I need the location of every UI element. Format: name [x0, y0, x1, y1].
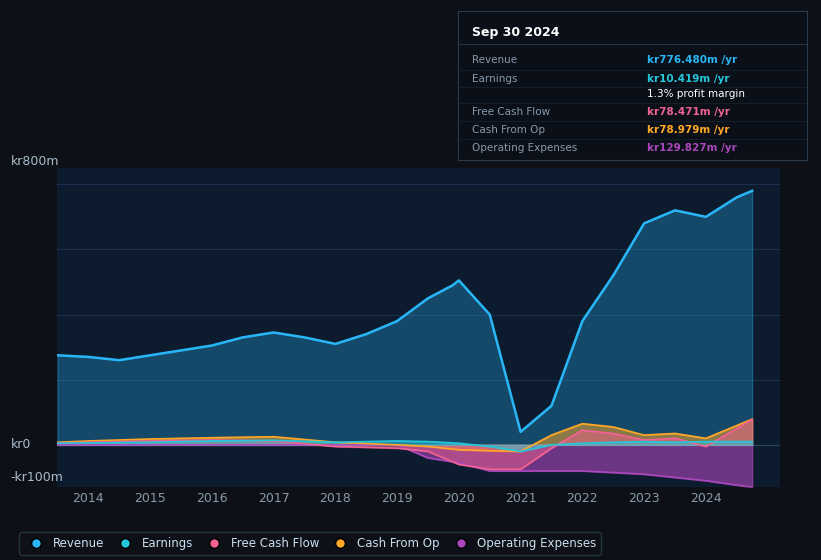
Text: 1.3% profit margin: 1.3% profit margin: [647, 89, 745, 99]
Text: kr10.419m /yr: kr10.419m /yr: [647, 74, 729, 85]
Text: Revenue: Revenue: [472, 55, 517, 65]
Text: -kr100m: -kr100m: [11, 471, 63, 484]
Text: kr129.827m /yr: kr129.827m /yr: [647, 143, 736, 153]
Text: kr776.480m /yr: kr776.480m /yr: [647, 55, 736, 65]
Text: Cash From Op: Cash From Op: [472, 125, 545, 135]
Text: Sep 30 2024: Sep 30 2024: [472, 26, 560, 39]
Text: kr78.979m /yr: kr78.979m /yr: [647, 125, 729, 135]
Text: kr78.471m /yr: kr78.471m /yr: [647, 107, 729, 117]
Text: Operating Expenses: Operating Expenses: [472, 143, 577, 153]
Text: Free Cash Flow: Free Cash Flow: [472, 107, 550, 117]
Text: kr800m: kr800m: [11, 155, 59, 168]
Text: Earnings: Earnings: [472, 74, 517, 85]
Text: kr0: kr0: [11, 438, 31, 451]
Legend: Revenue, Earnings, Free Cash Flow, Cash From Op, Operating Expenses: Revenue, Earnings, Free Cash Flow, Cash …: [20, 532, 601, 555]
